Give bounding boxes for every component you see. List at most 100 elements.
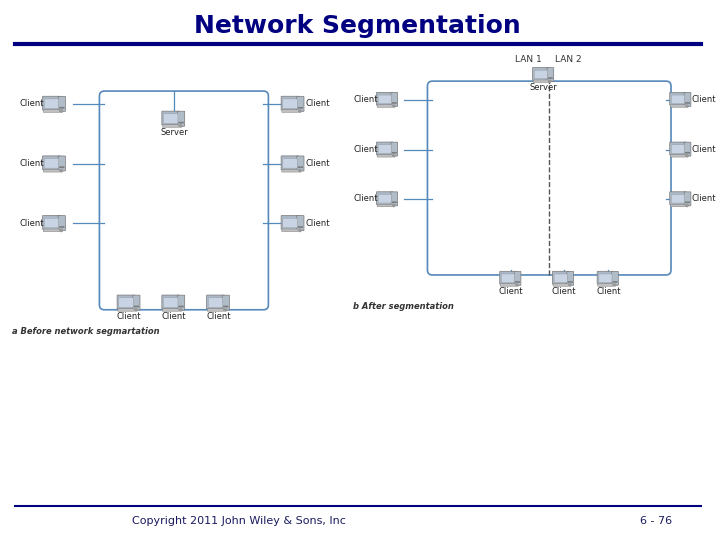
Text: Client: Client [19, 159, 44, 168]
FancyBboxPatch shape [283, 159, 297, 168]
Circle shape [60, 229, 63, 232]
FancyBboxPatch shape [207, 308, 224, 311]
FancyBboxPatch shape [672, 95, 685, 104]
FancyBboxPatch shape [501, 274, 515, 282]
FancyBboxPatch shape [685, 152, 690, 153]
FancyBboxPatch shape [670, 142, 686, 155]
FancyBboxPatch shape [597, 271, 613, 284]
FancyBboxPatch shape [392, 202, 397, 203]
Text: Client: Client [692, 95, 716, 104]
Circle shape [224, 309, 227, 311]
FancyBboxPatch shape [672, 145, 685, 153]
Text: Client: Client [117, 312, 142, 321]
FancyBboxPatch shape [672, 194, 685, 203]
Circle shape [516, 284, 518, 286]
FancyBboxPatch shape [297, 96, 304, 111]
FancyBboxPatch shape [207, 295, 225, 309]
FancyBboxPatch shape [282, 110, 298, 112]
FancyBboxPatch shape [684, 92, 691, 106]
FancyBboxPatch shape [42, 96, 60, 110]
FancyBboxPatch shape [533, 68, 549, 80]
Circle shape [135, 309, 137, 311]
FancyBboxPatch shape [377, 142, 393, 155]
Text: Client: Client [499, 287, 523, 296]
FancyBboxPatch shape [43, 170, 60, 172]
FancyBboxPatch shape [670, 105, 685, 107]
FancyBboxPatch shape [208, 298, 222, 307]
Text: Copyright 2011 John Wiley & Sons, Inc: Copyright 2011 John Wiley & Sons, Inc [132, 516, 346, 525]
Circle shape [179, 309, 182, 311]
FancyBboxPatch shape [392, 152, 397, 153]
FancyBboxPatch shape [568, 281, 572, 282]
FancyBboxPatch shape [547, 68, 554, 82]
FancyBboxPatch shape [281, 215, 299, 230]
FancyBboxPatch shape [611, 272, 618, 285]
FancyBboxPatch shape [685, 103, 690, 104]
FancyBboxPatch shape [685, 202, 690, 203]
FancyBboxPatch shape [298, 226, 302, 227]
FancyBboxPatch shape [177, 295, 185, 310]
Text: b After segmentation: b After segmentation [353, 302, 454, 311]
Text: Client: Client [552, 287, 576, 296]
FancyBboxPatch shape [44, 218, 58, 228]
Circle shape [549, 80, 551, 82]
FancyBboxPatch shape [282, 229, 298, 232]
Circle shape [179, 125, 182, 127]
FancyBboxPatch shape [283, 99, 297, 109]
FancyBboxPatch shape [391, 92, 397, 106]
FancyBboxPatch shape [598, 284, 613, 286]
FancyBboxPatch shape [391, 142, 397, 156]
FancyBboxPatch shape [58, 156, 66, 171]
Text: Client: Client [305, 219, 330, 228]
Circle shape [299, 170, 301, 172]
Circle shape [299, 110, 301, 112]
FancyBboxPatch shape [670, 154, 685, 157]
Text: Server: Server [160, 128, 188, 137]
FancyBboxPatch shape [281, 96, 299, 110]
FancyBboxPatch shape [378, 145, 391, 153]
FancyBboxPatch shape [377, 192, 393, 205]
Text: Client: Client [596, 287, 621, 296]
FancyBboxPatch shape [163, 114, 178, 123]
FancyBboxPatch shape [44, 159, 58, 168]
FancyBboxPatch shape [179, 306, 184, 307]
FancyBboxPatch shape [670, 204, 685, 207]
Text: Client: Client [162, 312, 186, 321]
FancyBboxPatch shape [60, 107, 64, 108]
FancyBboxPatch shape [534, 70, 547, 79]
FancyBboxPatch shape [684, 192, 691, 206]
FancyBboxPatch shape [599, 274, 612, 282]
FancyBboxPatch shape [684, 142, 691, 156]
Text: LAN 2: LAN 2 [555, 55, 582, 64]
Text: Client: Client [305, 159, 330, 168]
FancyBboxPatch shape [44, 99, 58, 109]
FancyBboxPatch shape [553, 284, 568, 286]
Text: Client: Client [353, 145, 377, 153]
Text: Client: Client [19, 219, 44, 228]
FancyBboxPatch shape [162, 111, 179, 125]
FancyBboxPatch shape [377, 105, 392, 107]
Circle shape [686, 105, 688, 107]
Text: a Before network segmartation: a Before network segmartation [12, 327, 160, 336]
FancyBboxPatch shape [177, 111, 185, 126]
FancyBboxPatch shape [392, 103, 397, 104]
Circle shape [686, 155, 688, 157]
FancyBboxPatch shape [548, 78, 552, 79]
FancyBboxPatch shape [500, 271, 516, 284]
FancyBboxPatch shape [377, 92, 393, 105]
Text: Server: Server [530, 83, 558, 92]
Circle shape [393, 105, 395, 107]
FancyBboxPatch shape [377, 154, 392, 157]
Text: Client: Client [692, 194, 716, 204]
FancyBboxPatch shape [534, 80, 549, 83]
FancyBboxPatch shape [119, 298, 133, 307]
Circle shape [569, 284, 571, 286]
FancyBboxPatch shape [163, 308, 179, 311]
FancyBboxPatch shape [60, 226, 64, 227]
Circle shape [60, 110, 63, 112]
FancyBboxPatch shape [179, 122, 184, 123]
FancyBboxPatch shape [377, 204, 392, 207]
FancyBboxPatch shape [281, 156, 299, 170]
FancyBboxPatch shape [378, 194, 391, 203]
FancyBboxPatch shape [42, 156, 60, 170]
